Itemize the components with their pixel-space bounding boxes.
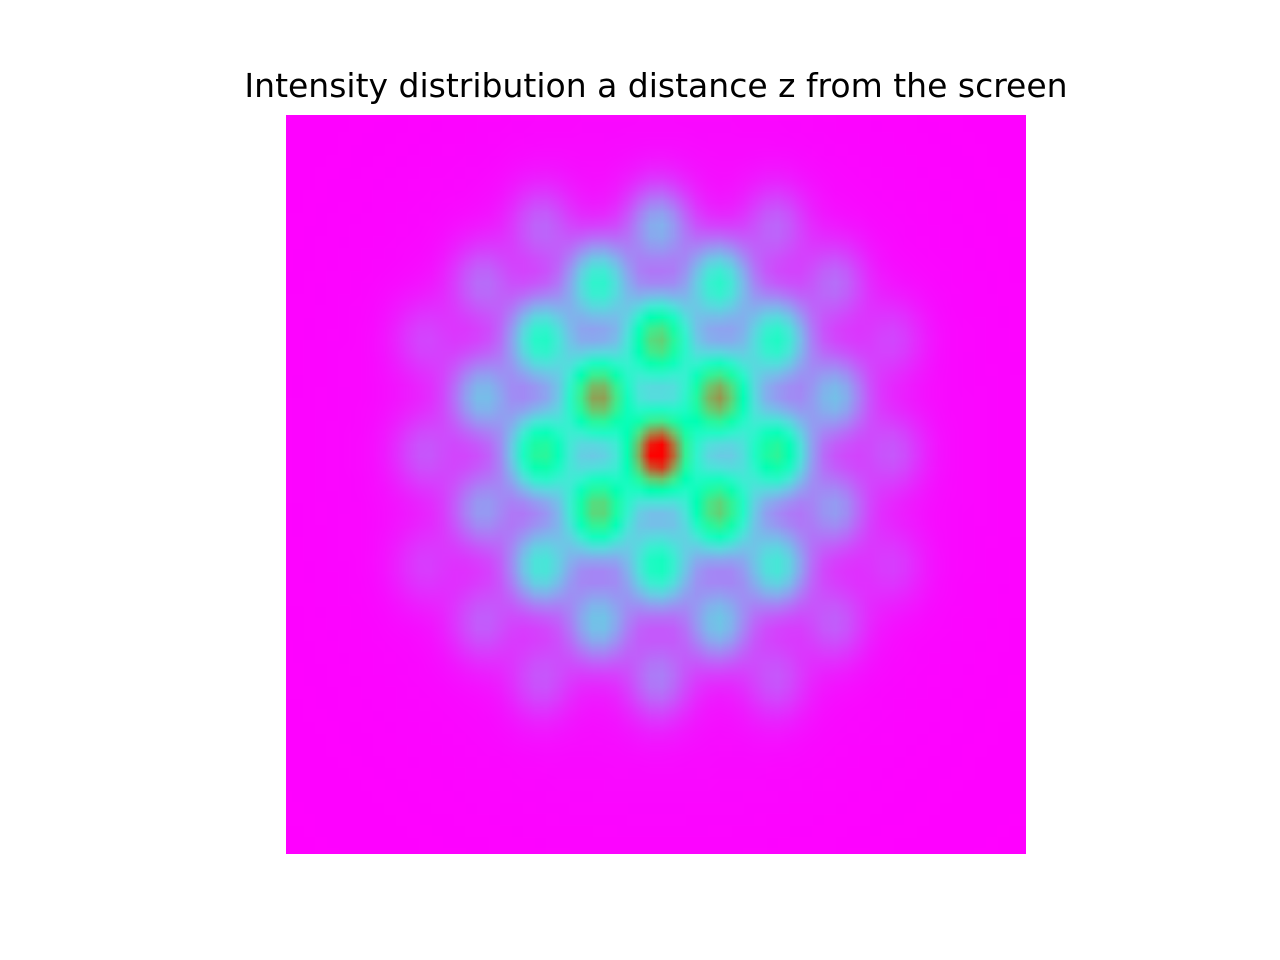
chart-title: Intensity distribution a distance z from… (244, 66, 1068, 105)
heatmap-image (286, 115, 1026, 854)
